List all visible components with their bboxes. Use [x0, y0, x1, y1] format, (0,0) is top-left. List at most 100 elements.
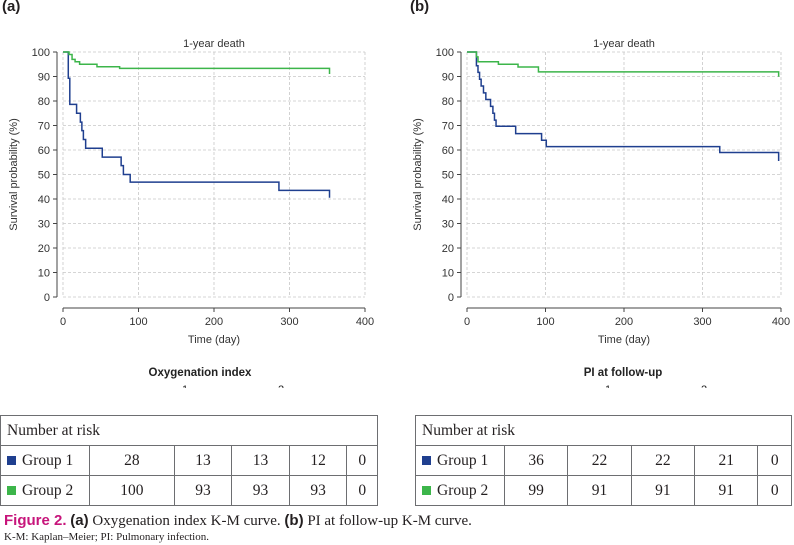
risk-table-title: Number at risk	[0, 415, 378, 446]
y-tick-label: 80	[38, 96, 50, 108]
panel-a-label: (a)	[2, 0, 21, 15]
y-tick-label: 30	[38, 219, 50, 231]
x-tick-label: 200	[205, 316, 223, 328]
series-line-group-2	[467, 51, 780, 77]
risk-cell: 22	[567, 445, 632, 476]
risk-cell: 13	[173, 445, 233, 476]
x-tick-label: 400	[356, 316, 374, 328]
x-tick-label: 0	[464, 316, 470, 328]
y-tick-label: 10	[442, 268, 454, 280]
y-tick-label: 90	[38, 72, 50, 84]
y-tick-label: 100	[32, 47, 50, 59]
risk-group-name: Group 1	[437, 451, 489, 469]
risk-cell: 93	[173, 475, 233, 506]
legend-label-group-1: 1	[182, 384, 188, 388]
y-axis-label: Survival probability (%)	[412, 118, 424, 230]
x-tick-label: 0	[60, 316, 66, 328]
group-1-swatch	[422, 455, 431, 465]
footnote: K-M: Kaplan–Meier; PI: Pulmonary infecti…	[4, 531, 209, 543]
km-chart-b: 0 10 20 30 40 50 60 70 80 90 100 0 100 200 300 400 1-yea…	[412, 38, 790, 388]
x-tick-label: 100	[129, 316, 147, 328]
group-2-swatch	[422, 485, 431, 495]
risk-table-title: Number at risk	[415, 415, 792, 446]
risk-row-group-1: Group 1 28 13 13 12 0	[0, 445, 378, 476]
risk-cell: 36	[503, 445, 569, 476]
x-axis-label: Time (day)	[188, 334, 240, 346]
y-tick-label: 0	[44, 292, 50, 304]
panel-b-label: (b)	[410, 0, 430, 15]
risk-row-group-2: Group 2 99 91 91 91 0	[415, 475, 792, 506]
series-line-group-2	[63, 51, 331, 75]
y-axis-label: Survival probability (%)	[8, 118, 20, 230]
risk-group-label: Group 1	[415, 445, 505, 476]
legend-title: Oxygenation index	[149, 367, 252, 379]
caption-part-a-label: (a)	[70, 512, 89, 529]
chart-title: 1-year death	[593, 38, 655, 50]
y-tick-label: 60	[38, 145, 50, 157]
x-tick-label: 300	[693, 316, 711, 328]
risk-cell: 0	[757, 445, 792, 476]
risk-cell: 0	[346, 445, 378, 476]
km-chart-a: 0 10 20 30 40 50 60 70 80 90 100 0 100 200 300 400 1-yea…	[8, 38, 374, 388]
risk-group-label: Group 2	[415, 475, 505, 506]
risk-row-group-1: Group 1 36 22 22 21 0	[415, 445, 792, 476]
risk-table-header-row: Number at risk	[415, 415, 792, 446]
figure-number: Figure 2.	[4, 512, 67, 529]
risk-group-name: Group 1	[22, 451, 74, 469]
risk-group-label: Group 1	[0, 445, 90, 476]
x-axis-label: Time (day)	[598, 334, 650, 346]
y-tick-label: 60	[442, 145, 454, 157]
risk-row-group-2: Group 2 100 93 93 93 0	[0, 475, 378, 506]
x-tick-label: 100	[536, 316, 554, 328]
legend-title: PI at follow-up	[584, 367, 663, 379]
risk-table-b: Number at risk Group 1 36 22 22 21 0 Gro…	[415, 415, 792, 506]
y-tick-label: 30	[442, 219, 454, 231]
risk-cell: 100	[89, 475, 175, 506]
risk-cell: 93	[231, 475, 290, 506]
legend-label-group-2: 2	[701, 384, 707, 388]
risk-cell: 91	[630, 475, 696, 506]
y-tick-label: 100	[436, 47, 454, 59]
risk-cell: 28	[89, 445, 175, 476]
caption-part-b-text: PI at follow-up K-M curve.	[303, 513, 472, 529]
risk-cell: 12	[288, 445, 348, 476]
y-tick-label: 20	[442, 243, 454, 255]
caption-part-b-label: (b)	[284, 512, 304, 529]
y-tick-label: 50	[442, 170, 454, 182]
y-tick-label: 50	[38, 170, 50, 182]
risk-table-header-row: Number at risk	[0, 415, 378, 446]
risk-cell: 0	[346, 475, 378, 506]
legend-label-group-2: 2	[278, 384, 284, 388]
risk-cell: 22	[630, 445, 696, 476]
y-tick-label: 70	[38, 121, 50, 133]
y-tick-label: 0	[448, 292, 454, 304]
y-tick-label: 80	[442, 96, 454, 108]
x-tick-label: 200	[615, 316, 633, 328]
group-1-swatch	[7, 455, 16, 465]
risk-group-label: Group 2	[0, 475, 90, 506]
risk-cell: 0	[757, 475, 792, 506]
x-tick-label: 400	[772, 316, 790, 328]
risk-cell: 91	[694, 475, 759, 506]
risk-table-a: Number at risk Group 1 28 13 13 12 0 Gro…	[0, 415, 378, 506]
figure-caption: Figure 2. (a) Oxygenation index K-M curv…	[4, 512, 472, 530]
y-tick-label: 90	[442, 72, 454, 84]
y-tick-label: 40	[38, 194, 50, 206]
caption-part-a-text: Oxygenation index K-M curve.	[88, 513, 285, 529]
series-line-group-1	[467, 51, 780, 162]
risk-cell: 13	[231, 445, 290, 476]
series-line-group-1	[63, 51, 331, 198]
risk-group-name: Group 2	[22, 481, 74, 499]
y-tick-label: 40	[442, 194, 454, 206]
group-2-swatch	[7, 485, 16, 495]
legend-label-group-1: 1	[605, 384, 611, 388]
y-tick-label: 20	[38, 243, 50, 255]
risk-cell: 21	[694, 445, 759, 476]
x-tick-label: 300	[280, 316, 298, 328]
y-tick-label: 10	[38, 268, 50, 280]
risk-cell: 99	[503, 475, 569, 506]
y-tick-label: 70	[442, 121, 454, 133]
chart-title: 1-year death	[183, 38, 245, 50]
risk-group-name: Group 2	[437, 481, 489, 499]
risk-cell: 91	[567, 475, 632, 506]
